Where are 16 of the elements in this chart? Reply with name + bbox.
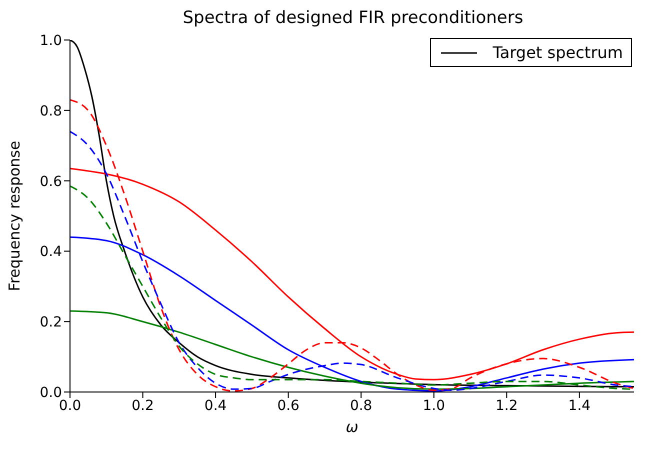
chart-title: Spectra of designed FIR preconditioners xyxy=(182,8,524,30)
y-tick-label: 0.6 xyxy=(40,174,62,190)
x-tick-label: 0.8 xyxy=(350,398,372,414)
x-tick-label: 0.6 xyxy=(277,398,300,414)
y-tick-label: 0.8 xyxy=(40,103,62,120)
y-tick-label: 0.2 xyxy=(40,314,62,331)
y-tick-label: 1.0 xyxy=(40,32,62,49)
x-axis-title: ω xyxy=(346,418,358,436)
x-tick-label: 0.2 xyxy=(132,398,154,414)
y-tick-label: 0.4 xyxy=(40,244,62,260)
x-tick-label: 1.4 xyxy=(568,398,591,414)
y-axis-title: Frequency response xyxy=(5,140,24,292)
x-tick-label: 1.2 xyxy=(496,398,518,414)
x-tick-label: 1.0 xyxy=(422,398,446,414)
x-tick-label: 0.4 xyxy=(204,398,227,414)
legend-label: Target spectrum xyxy=(492,43,623,62)
